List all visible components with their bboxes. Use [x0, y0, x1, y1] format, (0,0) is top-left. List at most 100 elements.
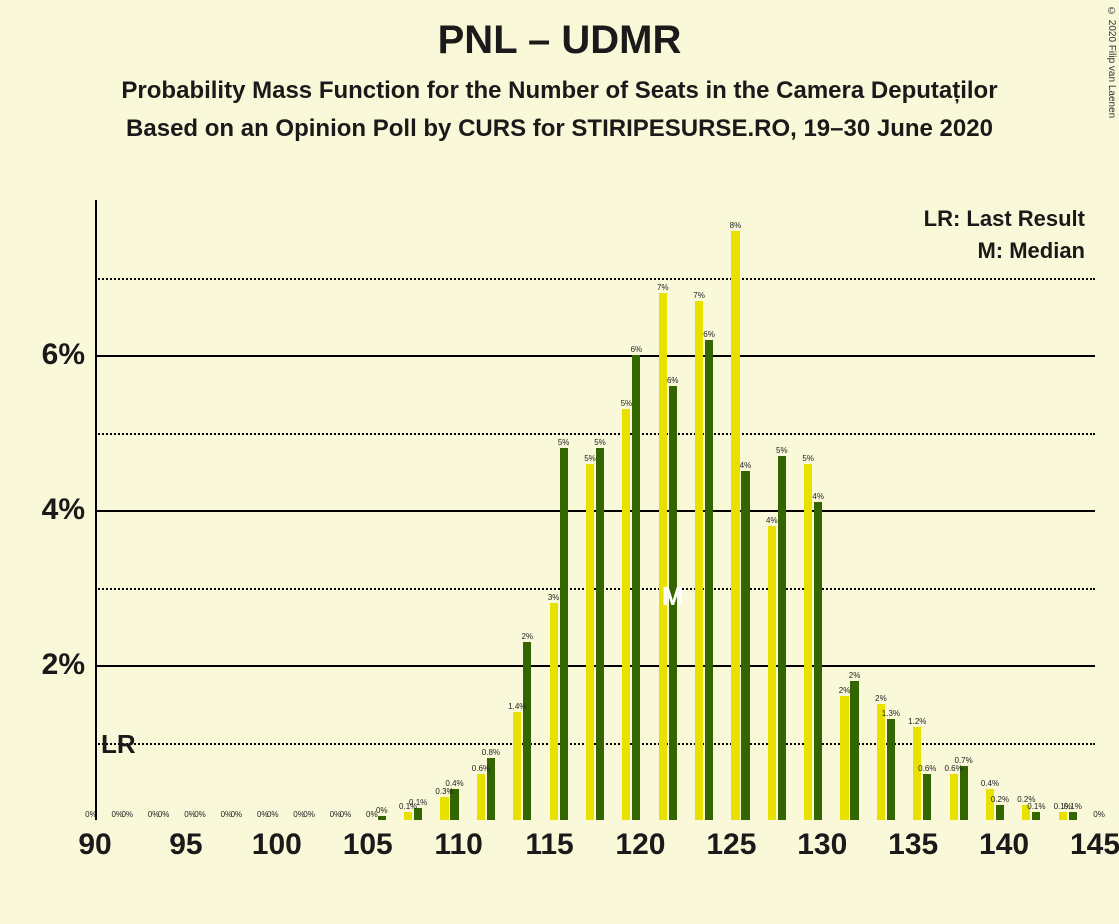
x-tick-label: 100: [252, 828, 302, 862]
x-tick-label: 120: [615, 828, 665, 862]
bar-green: [1032, 812, 1040, 820]
bar-yellow: [622, 409, 630, 820]
bar-value-label: 0.4%: [981, 779, 999, 788]
y-tick-label: 6%: [42, 338, 85, 372]
bar-value-label: 0%: [111, 810, 123, 819]
bar-yellow: [404, 812, 412, 820]
bar-value-label: 6%: [631, 345, 643, 354]
bar-value-label: 0%: [366, 810, 378, 819]
bar-green: [923, 774, 931, 821]
bar-value-label: 7%: [657, 283, 669, 292]
bar-value-label: 0.3%: [435, 787, 453, 796]
bar-value-label: 0%: [221, 810, 233, 819]
bar-yellow: [804, 464, 812, 821]
x-tick-label: 140: [979, 828, 1029, 862]
x-tick-label: 110: [434, 828, 482, 862]
bar-yellow: [877, 704, 885, 820]
bar-value-label: 0%: [293, 810, 305, 819]
bar-yellow: [659, 293, 667, 820]
bar-yellow: [477, 774, 485, 821]
bar-green: [814, 502, 822, 820]
bar-value-label: 0.6%: [918, 764, 936, 773]
bar-green: [523, 642, 531, 820]
bar-value-label: 0.6%: [945, 764, 963, 773]
x-tick-label: 125: [706, 828, 756, 862]
bar-value-label: 1.3%: [882, 709, 900, 718]
bar-value-label: 6%: [667, 376, 679, 385]
chart-subtitle-1: Probability Mass Function for the Number…: [0, 77, 1119, 105]
bar-value-label: 0%: [184, 810, 196, 819]
bar-green: [887, 719, 895, 820]
bar-value-label: 0.2%: [1017, 795, 1035, 804]
bar-value-label: 5%: [802, 454, 814, 463]
bar-value-label: 4%: [740, 461, 752, 470]
bar-green: [850, 681, 858, 821]
median-marker-label: M: [662, 581, 684, 612]
bar-value-label: 0%: [85, 810, 97, 819]
bar-value-label: 2%: [521, 632, 533, 641]
bar-value-label: 6%: [703, 330, 715, 339]
bar-value-label: 0%: [257, 810, 269, 819]
bar-yellow: [840, 696, 848, 820]
bar-yellow: [768, 526, 776, 821]
bar-value-label: 5%: [776, 446, 788, 455]
bar-yellow: [695, 301, 703, 820]
bar-value-label: 0.8%: [482, 748, 500, 757]
bar-value-label: 0.1%: [399, 802, 417, 811]
chart-container: © 2020 Filip van Laenen PNL – UDMR Proba…: [0, 0, 1119, 924]
grid-major: [95, 355, 1095, 357]
bar-yellow: [1059, 812, 1067, 820]
x-tick-label: 145: [1070, 828, 1119, 862]
bar-green: [778, 456, 786, 820]
chart-title: PNL – UDMR: [0, 0, 1119, 63]
bar-value-label: 2%: [875, 694, 887, 703]
bar-value-label: 0%: [231, 810, 243, 819]
grid-minor: [95, 433, 1095, 435]
bar-green: [705, 340, 713, 821]
bar-green: [996, 805, 1004, 821]
x-tick-label: 135: [888, 828, 938, 862]
legend-lr: LR: Last Result: [924, 206, 1085, 232]
legend: LR: Last Result M: Median: [924, 206, 1085, 270]
bar-yellow: [513, 712, 521, 821]
bar-value-label: 0%: [267, 810, 279, 819]
bar-green: [741, 471, 749, 820]
bar-value-label: 0%: [376, 806, 388, 815]
bar-yellow: [913, 727, 921, 820]
bar-value-label: 2%: [849, 671, 861, 680]
bar-yellow: [950, 774, 958, 821]
bar-value-label: 5%: [584, 454, 596, 463]
bar-green: [596, 448, 604, 820]
bar-green: [378, 816, 386, 820]
bar-green: [960, 766, 968, 820]
bar-value-label: 0.2%: [991, 795, 1009, 804]
bar-value-label: 0%: [158, 810, 170, 819]
bar-value-label: 0%: [121, 810, 133, 819]
bar-value-label: 1.2%: [908, 717, 926, 726]
bar-yellow: [731, 231, 739, 820]
bar-value-label: 0%: [1093, 810, 1105, 819]
bar-value-label: 0%: [340, 810, 352, 819]
x-tick-label: 95: [169, 828, 202, 862]
y-tick-label: 2%: [42, 648, 85, 682]
chart-subtitle-2: Based on an Opinion Poll by CURS for STI…: [0, 115, 1119, 143]
x-tick-label: 115: [525, 828, 573, 862]
bar-value-label: 5%: [594, 438, 606, 447]
bar-yellow: [586, 464, 594, 821]
grid-minor: [95, 278, 1095, 280]
bar-value-label: 5%: [558, 438, 570, 447]
bar-value-label: 5%: [621, 399, 633, 408]
bar-yellow: [550, 603, 558, 820]
bar-value-label: 0.1%: [1054, 802, 1072, 811]
legend-m: M: Median: [924, 238, 1085, 264]
bar-yellow: [440, 797, 448, 820]
bar-green: [632, 355, 640, 820]
bar-value-label: 8%: [730, 221, 742, 230]
bar-value-label: 0%: [194, 810, 206, 819]
bar-value-label: 4%: [766, 516, 778, 525]
bar-value-label: 4%: [812, 492, 824, 501]
lr-marker-label: LR: [101, 729, 136, 760]
x-tick-label: 105: [343, 828, 393, 862]
bar-value-label: 0%: [330, 810, 342, 819]
copyright-text: © 2020 Filip van Laenen: [1106, 6, 1117, 118]
